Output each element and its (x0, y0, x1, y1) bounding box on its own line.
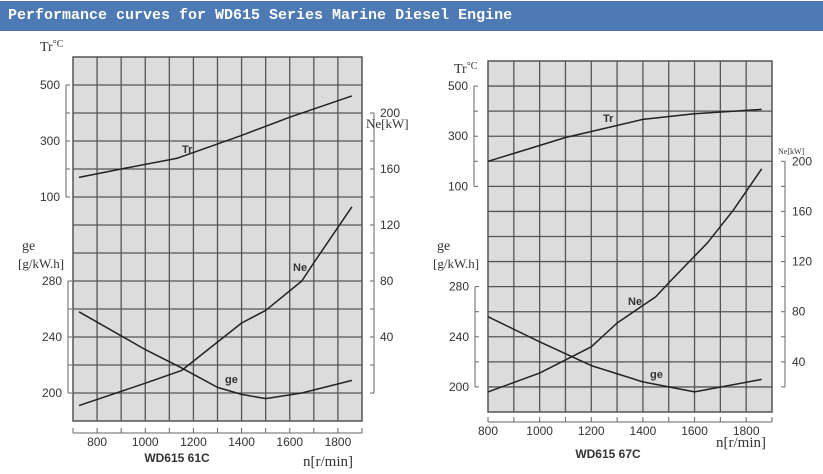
ne-axis-title: Ne[kW] (778, 147, 805, 156)
ne-tick-label: 80 (380, 274, 394, 288)
ne-curve-label: Ne (628, 296, 642, 308)
tr-axis-label: Tr (40, 40, 53, 55)
page-title: Performance curves for WD615 Series Mari… (8, 7, 513, 24)
ge-curve (78, 311, 353, 400)
tr-axis-unit: °C (53, 39, 64, 50)
ne-tick-label: 200 (380, 106, 400, 120)
tr-tick-label: 100 (40, 190, 60, 204)
x-tick-label: 1000 (132, 435, 159, 449)
ge-curve-label: ge (650, 369, 663, 381)
ne-curve-label: Ne (293, 262, 307, 274)
ne-tick-label: 160 (380, 162, 400, 176)
x-axis-title: n[r/min] (303, 454, 353, 470)
ge-axis-title: ge (437, 239, 450, 254)
tr-axis-title: Tr°C (40, 39, 64, 55)
ne-tick-label: 160 (792, 204, 812, 218)
ne-axis-title: Ne[kW] (366, 116, 409, 131)
x-tick-label: 1000 (526, 424, 553, 438)
tr-tick-label: 500 (40, 78, 60, 92)
ge-tick-label: 280 (449, 280, 469, 294)
tr-curve (78, 95, 353, 179)
ge-axis-title: ge (22, 239, 35, 254)
tr-curve (487, 108, 762, 163)
ne-tick-label: 200 (792, 154, 812, 168)
ge-axis-unit: [g/kW.h] (433, 256, 479, 271)
ne-tick-label: 120 (792, 255, 812, 269)
tr-axis-unit: °C (467, 61, 478, 72)
tr-tick-label: 500 (448, 79, 468, 93)
ne-tick-label: 40 (380, 330, 394, 344)
ne-tick-label: 40 (792, 355, 806, 369)
tr-tick-label: 300 (448, 129, 468, 143)
x-tick-label: 1600 (681, 424, 708, 438)
ge-curve-label: ge (225, 374, 238, 386)
ge-axis-unit: [g/kW.h] (18, 256, 64, 271)
ge-tick-label: 200 (449, 380, 469, 394)
ne-curve (78, 206, 353, 407)
x-tick-label: 1200 (578, 424, 605, 438)
ge-tick-label: 240 (449, 330, 469, 344)
x-tick-label: 1400 (228, 435, 255, 449)
ne-curve (487, 168, 763, 393)
ge-tick-label: 200 (42, 386, 62, 400)
x-tick-label: 800 (87, 435, 107, 449)
tr-tick-label: 100 (448, 179, 468, 193)
x-tick-label: 1800 (733, 424, 760, 438)
tr-curve-label: Tr (603, 113, 614, 125)
x-axis-title: n[r/min] (716, 435, 766, 451)
x-tick-label: 800 (478, 424, 498, 438)
chart-0: 800 1000 1200 1400 1600 1800 WD615 61C n[r/min]… (18, 39, 409, 470)
ge-tick-label: 240 (42, 330, 62, 344)
tr-axis-title: Tr°C (454, 61, 478, 77)
title-bar: Performance curves for WD615 Series Mari… (0, 1, 823, 31)
tr-curve-label: Tr (182, 144, 193, 156)
x-tick-label: 1200 (180, 435, 207, 449)
x-tick-label: 1600 (276, 435, 303, 449)
ge-curve (487, 316, 762, 393)
model-label: WD615 67C (575, 447, 641, 461)
x-tick-label: 1400 (630, 424, 657, 438)
ge-tick-label: 280 (42, 274, 62, 288)
tr-axis-label: Tr (454, 62, 467, 77)
ne-tick-label: 120 (380, 218, 400, 232)
tr-tick-label: 300 (40, 134, 60, 148)
chart-1: 800 1000 1200 1400 1600 1800 WD615 67C n[r/min]… (433, 60, 812, 461)
x-tick-label: 1800 (325, 435, 352, 449)
model-label: WD615 61C (144, 451, 210, 465)
ne-tick-label: 80 (792, 305, 806, 319)
